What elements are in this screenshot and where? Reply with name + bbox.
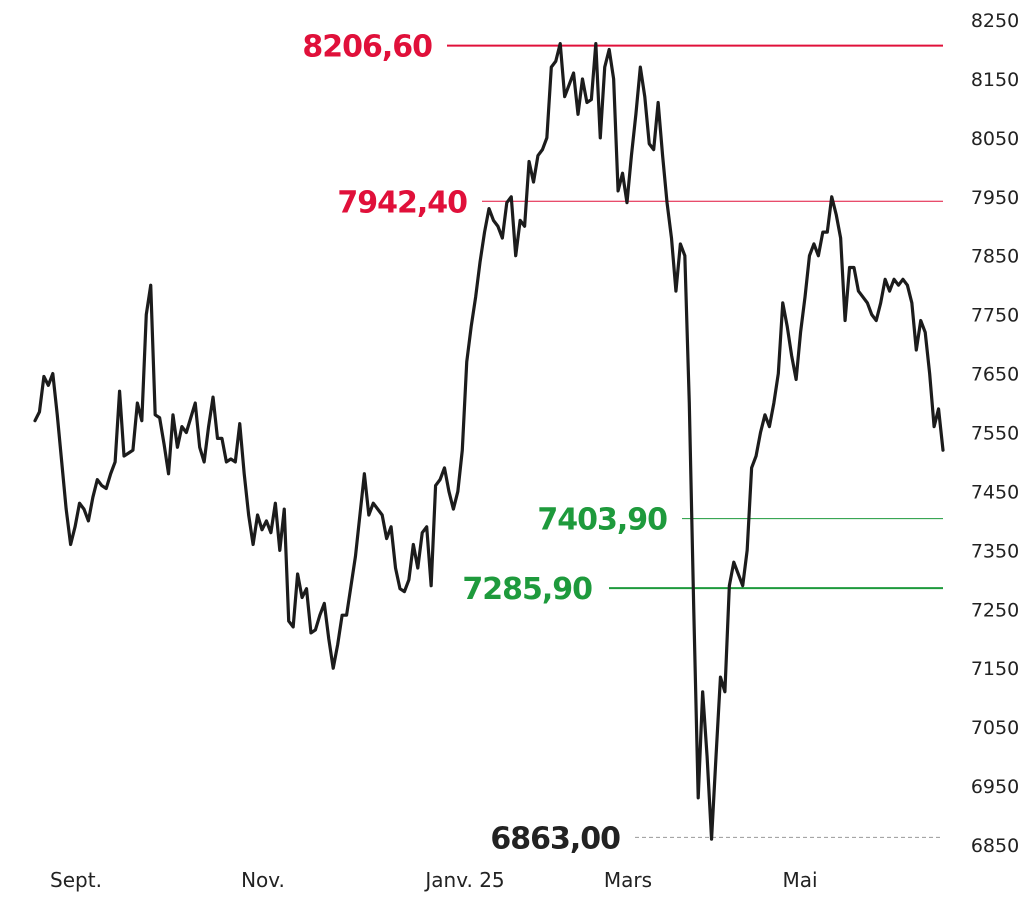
y-tick-label: 7650 bbox=[971, 364, 1019, 386]
x-tick-label: Sept. bbox=[50, 868, 102, 892]
series-layer bbox=[33, 41, 945, 841]
x-tick-label: Nov. bbox=[241, 868, 285, 892]
y-tick-label: 7050 bbox=[971, 717, 1019, 739]
y-tick-label: 7350 bbox=[971, 540, 1019, 562]
y-tick-label: 7450 bbox=[971, 481, 1019, 503]
y-tick-label: 7850 bbox=[971, 246, 1019, 268]
y-tick-label: 8150 bbox=[971, 69, 1019, 91]
y-tick-label: 6850 bbox=[971, 835, 1019, 857]
level-label: 7285,90 bbox=[462, 572, 592, 607]
level-label: 6863,00 bbox=[490, 821, 620, 856]
y-tick-label: 8250 bbox=[971, 10, 1019, 32]
x-tick-label: Mai bbox=[782, 868, 817, 892]
y-tick-label: 7550 bbox=[971, 423, 1019, 445]
x-axis-ticks: Sept. Nov. Janv. 25 Mars Mai bbox=[50, 868, 817, 892]
level-label: 7403,90 bbox=[537, 503, 667, 538]
y-tick-label: 7950 bbox=[971, 187, 1019, 209]
series-line bbox=[33, 41, 945, 841]
y-tick-label: 8050 bbox=[971, 128, 1019, 150]
x-tick-label: Mars bbox=[604, 868, 652, 892]
level-label: 7942,40 bbox=[337, 185, 467, 220]
y-tick-label: 7250 bbox=[971, 599, 1019, 621]
x-tick-label: Janv. 25 bbox=[423, 868, 504, 892]
reference-levels: 8206,60 7942,40 7403,90 7285,90 6863,00 bbox=[302, 30, 943, 856]
y-tick-label: 7150 bbox=[971, 658, 1019, 680]
y-tick-label: 6950 bbox=[971, 776, 1019, 798]
y-tick-label: 7750 bbox=[971, 305, 1019, 327]
level-label: 8206,60 bbox=[302, 30, 432, 65]
y-axis-ticks: 8250 8150 8050 7950 7850 7750 7650 7550 7450 7350… bbox=[971, 10, 1019, 857]
